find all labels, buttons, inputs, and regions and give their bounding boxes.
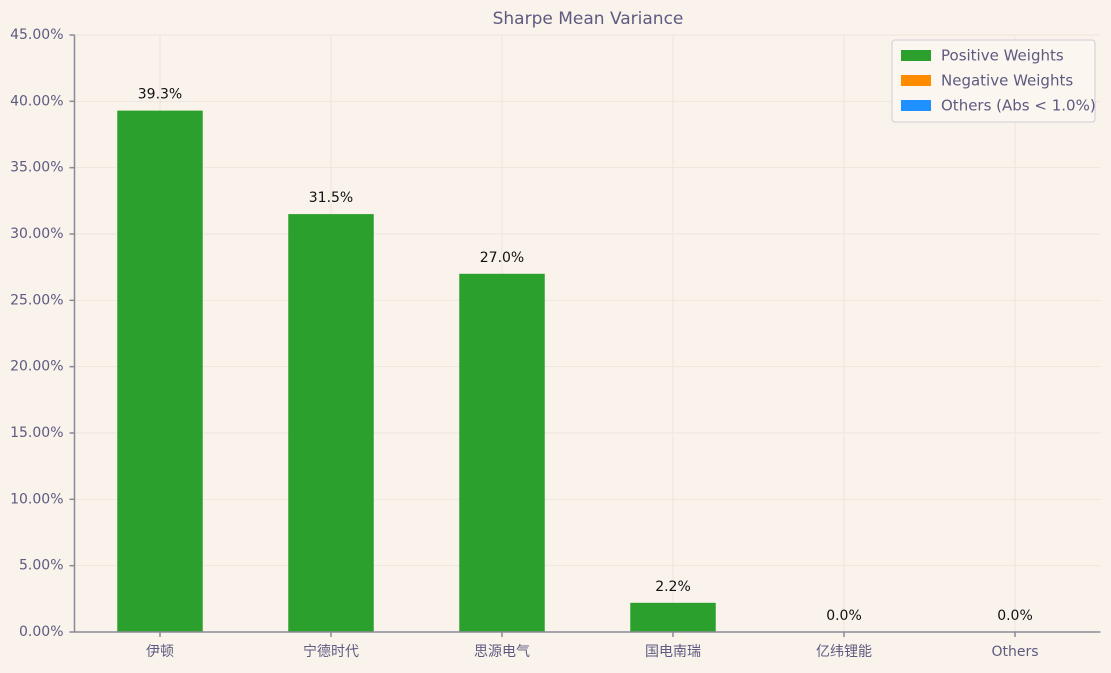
y-tick-label: 45.00% xyxy=(10,27,63,43)
value-label: 2.2% xyxy=(655,579,691,595)
x-tick-label: 宁德时代 xyxy=(303,643,359,660)
y-tick-label: 25.00% xyxy=(10,292,63,308)
value-label: 0.0% xyxy=(997,608,1033,624)
value-label: 31.5% xyxy=(309,190,353,206)
x-tick-label: Others xyxy=(991,644,1038,660)
bar xyxy=(459,273,545,632)
value-label: 27.0% xyxy=(480,250,524,266)
legend-box xyxy=(891,39,1096,123)
y-tick-label: 35.00% xyxy=(10,160,63,176)
y-tick-label: 5.00% xyxy=(19,558,63,574)
legend-label: Negative Weights xyxy=(941,72,1073,90)
x-tick-label: 亿纬锂能 xyxy=(816,644,872,660)
x-tick-label: 思源电气 xyxy=(474,644,530,660)
legend-swatch xyxy=(901,100,931,111)
legend-swatch xyxy=(901,75,931,86)
x-tick-label: 伊顿 xyxy=(146,644,174,660)
value-label: 39.3% xyxy=(138,87,182,103)
y-tick-label: 15.00% xyxy=(10,425,63,441)
y-tick-label: 20.00% xyxy=(10,359,63,375)
y-tick-label: 30.00% xyxy=(10,226,63,242)
legend-swatch xyxy=(901,50,931,61)
legend-label: Others (Abs < 1.0%) xyxy=(941,97,1096,115)
bar xyxy=(630,602,716,632)
y-tick-label: 40.00% xyxy=(10,93,63,109)
value-label: 0.0% xyxy=(826,608,862,624)
legend-label: Positive Weights xyxy=(941,47,1064,65)
y-tick-label: 10.00% xyxy=(10,491,63,507)
bar xyxy=(117,110,203,633)
bar xyxy=(288,214,374,632)
chart-title: Sharpe Mean Variance xyxy=(493,9,684,29)
x-tick-label: 国电南瑞 xyxy=(645,644,701,660)
y-tick-label: 0.00% xyxy=(19,624,63,640)
